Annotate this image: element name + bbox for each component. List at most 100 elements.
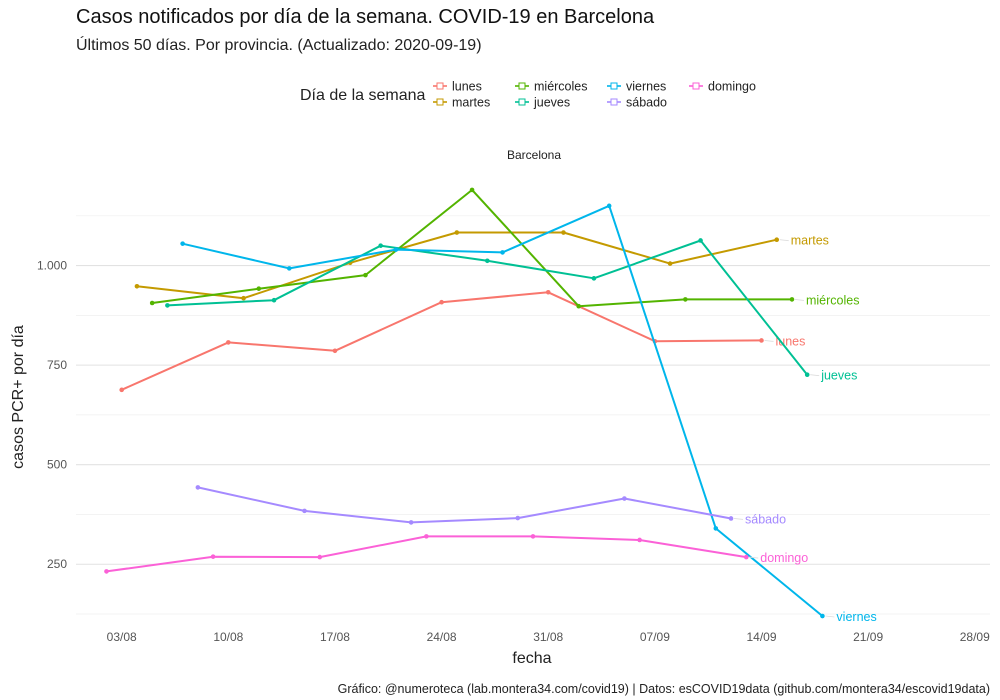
y-tick-label: 1.000	[37, 259, 67, 273]
data-point	[363, 272, 368, 278]
data-point	[302, 508, 307, 514]
data-point	[119, 387, 124, 393]
legend-label: lunes	[452, 80, 482, 94]
data-point	[561, 230, 566, 235]
x-axis-ticks: 03/08 10/08 17/08 24/08 31/08 07/09 14/09 21/09…	[107, 630, 990, 644]
data-point	[545, 289, 551, 295]
y-axis-ticks: 250 500 750 1.000	[37, 259, 67, 572]
data-point	[149, 300, 155, 306]
data-point	[789, 297, 795, 302]
series-line	[106, 535, 747, 573]
x-tick-label: 21/09	[853, 630, 883, 644]
end-label-leader	[794, 299, 805, 301]
data-point	[606, 203, 612, 209]
data-point	[637, 537, 642, 543]
data-point	[104, 569, 109, 574]
data-point	[667, 261, 673, 266]
end-label-leader	[825, 615, 835, 618]
series-lines: lunes martes miércoles jueves viernes sábado d…	[104, 187, 877, 624]
end-label-leader	[764, 340, 774, 342]
data-point	[576, 303, 581, 309]
data-point	[698, 238, 703, 243]
end-label-leader	[779, 239, 789, 242]
legend-item: miércoles	[515, 80, 588, 94]
x-tick-label: 28/09	[960, 630, 990, 644]
legend-label: miércoles	[534, 80, 588, 94]
data-point	[256, 286, 262, 291]
x-tick-label: 03/08	[107, 630, 137, 644]
gridlines	[76, 215, 990, 615]
series-domingo: domingo	[104, 534, 808, 574]
end-label-leader	[733, 518, 744, 520]
series-jueves: jueves	[165, 238, 857, 383]
legend-label: sábado	[626, 96, 667, 110]
legend-item: sábado	[607, 96, 667, 110]
data-point	[469, 187, 475, 193]
legend-label: martes	[452, 96, 490, 110]
series-lunes: lunes	[119, 289, 805, 393]
data-point	[530, 534, 536, 539]
chart-caption: Gráfico: @numeroteca (lab.montera34.com/…	[337, 682, 990, 696]
series-viernes: viernes	[180, 203, 877, 624]
series-line	[197, 486, 732, 524]
data-point	[820, 613, 825, 619]
data-point	[743, 554, 749, 560]
data-point	[515, 515, 521, 521]
data-point	[454, 230, 460, 235]
x-tick-label: 10/08	[213, 630, 243, 644]
data-point	[804, 372, 810, 377]
legend-label: domingo	[708, 80, 756, 94]
data-point	[774, 237, 780, 242]
data-point	[393, 247, 399, 252]
end-label-leader	[810, 374, 820, 377]
facet-label: Barcelona	[507, 148, 561, 162]
legend: Día de la semana lunes martes miércoles juev…	[300, 80, 756, 110]
legend-label: jueves	[533, 96, 570, 110]
series-line	[152, 188, 792, 308]
x-tick-label: 07/09	[640, 630, 670, 644]
series-end-label: miércoles	[806, 293, 860, 307]
legend-item: lunes	[433, 80, 482, 94]
y-tick-label: 250	[47, 557, 67, 571]
data-point	[332, 348, 338, 354]
data-point	[241, 295, 246, 301]
data-point	[165, 303, 170, 308]
y-tick-label: 500	[47, 458, 67, 472]
series-miércoles: miércoles	[149, 187, 860, 309]
x-tick-label: 31/08	[533, 630, 563, 644]
x-tick-label: 24/08	[427, 630, 457, 644]
data-point	[500, 250, 505, 255]
data-point	[622, 496, 627, 501]
x-tick-label: 14/09	[746, 630, 776, 644]
series-end-label: viernes	[836, 610, 876, 624]
data-point	[591, 276, 597, 281]
end-label-leader	[749, 556, 759, 559]
series-end-label: domingo	[760, 551, 808, 565]
x-axis-title: fecha	[512, 650, 551, 667]
series-end-label: martes	[791, 234, 829, 248]
data-point	[713, 526, 719, 531]
legend-title: Día de la semana	[300, 87, 426, 104]
y-tick-label: 750	[47, 358, 67, 372]
data-point	[683, 297, 688, 302]
series-sábado: sábado	[195, 485, 786, 526]
legend-item: domingo	[689, 80, 756, 94]
data-point	[271, 297, 277, 303]
legend-item: viernes	[607, 80, 666, 94]
data-point	[286, 266, 292, 271]
data-point	[424, 534, 429, 539]
data-point	[180, 241, 185, 246]
data-point	[226, 340, 231, 345]
data-point	[728, 516, 734, 521]
data-point	[134, 283, 140, 289]
legend-label: viernes	[626, 80, 666, 94]
data-point	[378, 243, 383, 248]
chart-title: Casos notificados por día de la semana. …	[76, 6, 655, 28]
legend-item: martes	[433, 96, 490, 110]
x-tick-label: 17/08	[320, 630, 350, 644]
data-point	[317, 554, 323, 560]
data-point	[210, 554, 216, 559]
data-point	[439, 299, 444, 305]
data-point	[195, 485, 201, 490]
